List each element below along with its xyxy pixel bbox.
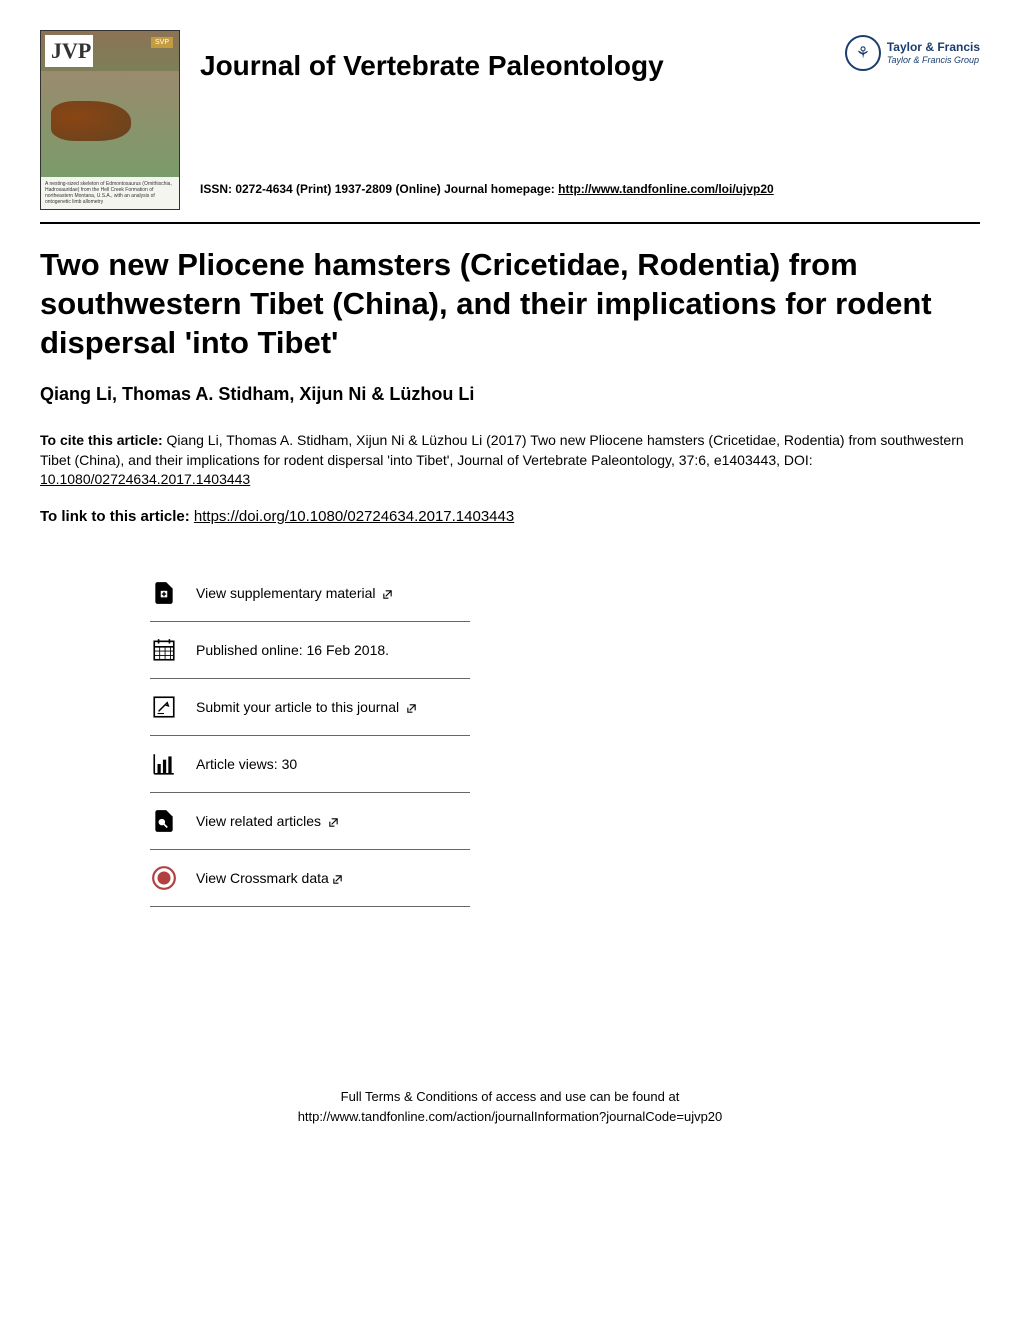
link-label: To link to this article: — [40, 508, 194, 525]
supplementary-label: View supplementary material — [196, 585, 393, 601]
issn-line: ISSN: 0272-4634 (Print) 1937-2809 (Onlin… — [200, 182, 980, 196]
citation-block: To cite this article: Qiang Li, Thomas A… — [40, 431, 980, 490]
footer-terms-link[interactable]: http://www.tandfonline.com/action/journa… — [298, 1109, 723, 1124]
citation-doi-link[interactable]: 10.1080/02724634.2017.1403443 — [40, 471, 250, 487]
views-icon — [150, 750, 178, 778]
submit-row[interactable]: Submit your article to this journal — [150, 679, 470, 736]
journal-cover-thumbnail: JVP SVP A nesting-sized skeleton of Edmo… — [40, 30, 180, 210]
citation-text: Qiang Li, Thomas A. Stidham, Xijun Ni & … — [40, 432, 964, 468]
external-link-icon — [406, 703, 417, 714]
calendar-icon — [150, 636, 178, 664]
publisher-logo: ⚘ Taylor & Francis Taylor & Francis Grou… — [845, 35, 980, 71]
cover-caption: A nesting-sized skeleton of Edmontosauru… — [41, 177, 179, 209]
cover-jvp-label: JVP — [45, 35, 93, 67]
publisher-name: Taylor & Francis — [887, 41, 980, 54]
tf-logo-icon: ⚘ — [845, 35, 881, 71]
supplementary-icon — [150, 579, 178, 607]
footer-terms-label: Full Terms & Conditions of access and us… — [40, 1087, 980, 1107]
cover-svp-badge: SVP — [151, 37, 173, 48]
published-row: Published online: 16 Feb 2018. — [150, 622, 470, 679]
related-label: View related articles — [196, 813, 339, 829]
external-link-icon — [382, 589, 393, 600]
svg-text:CrossMark: CrossMark — [158, 890, 178, 891]
submit-icon — [150, 693, 178, 721]
views-row: Article views: 30 — [150, 736, 470, 793]
cover-dinosaur-shape — [51, 101, 131, 141]
cover-illustration — [41, 71, 179, 177]
issn-label: ISSN: 0272-4634 (Print) 1937-2809 (Onlin… — [200, 182, 558, 196]
article-title: Two new Pliocene hamsters (Cricetidae, R… — [40, 246, 980, 362]
publisher-group: Taylor & Francis Group — [887, 55, 980, 65]
external-link-icon — [332, 874, 343, 885]
article-authors: Qiang Li, Thomas A. Stidham, Xijun Ni & … — [40, 384, 980, 405]
related-row[interactable]: View related articles — [150, 793, 470, 850]
page-footer: Full Terms & Conditions of access and us… — [40, 1087, 980, 1126]
crossmark-label: View Crossmark data — [196, 870, 343, 886]
published-label: Published online: 16 Feb 2018. — [196, 642, 389, 658]
citation-label: To cite this article: — [40, 432, 167, 448]
supplementary-row[interactable]: View supplementary material — [150, 565, 470, 622]
header-divider — [40, 222, 980, 224]
link-line: To link to this article: https://doi.org… — [40, 508, 980, 525]
crossmark-row[interactable]: CrossMark View Crossmark data — [150, 850, 470, 907]
article-link[interactable]: https://doi.org/10.1080/02724634.2017.14… — [194, 508, 514, 525]
submit-label: Submit your article to this journal — [196, 699, 417, 715]
crossmark-icon: CrossMark — [150, 864, 178, 892]
external-link-icon — [328, 817, 339, 828]
views-label: Article views: 30 — [196, 756, 297, 772]
article-actions: View supplementary material Published on… — [150, 565, 470, 907]
journal-homepage-link[interactable]: http://www.tandfonline.com/loi/ujvp20 — [558, 182, 774, 196]
related-icon — [150, 807, 178, 835]
